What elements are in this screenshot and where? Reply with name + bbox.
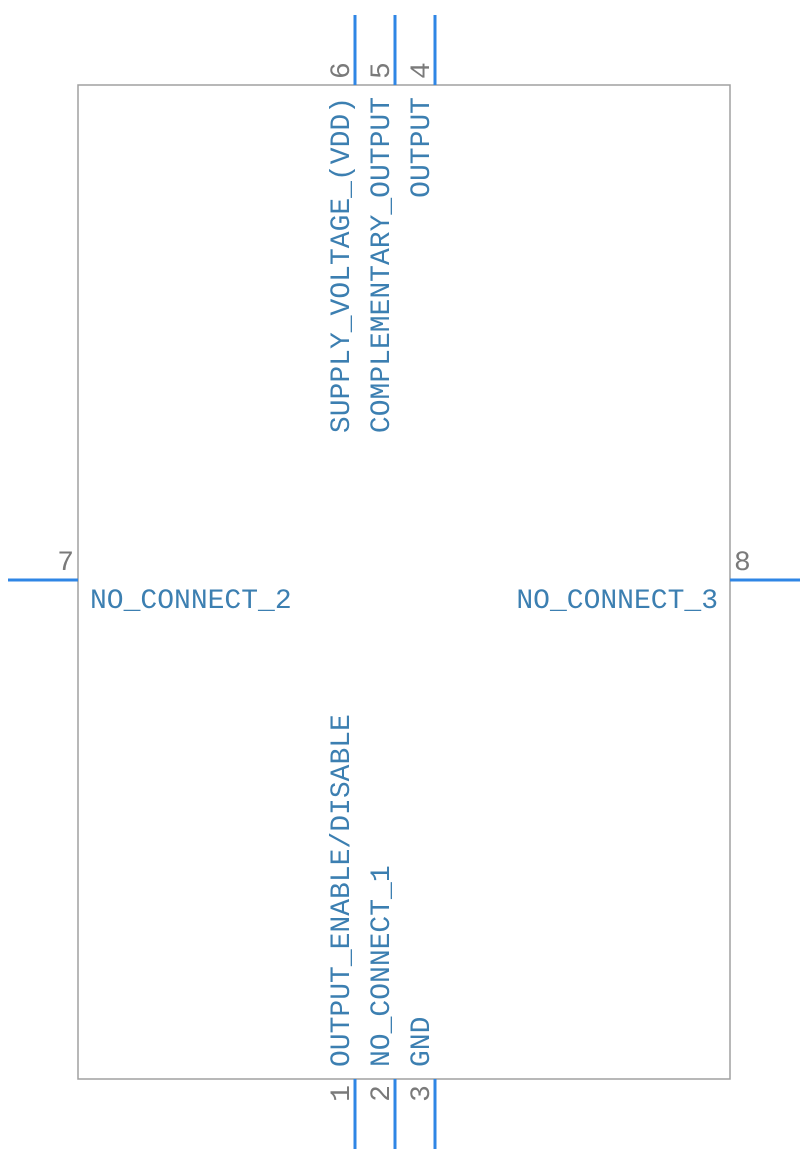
- pin-label: COMPLEMENTARY_OUTPUT: [367, 97, 398, 433]
- schematic-symbol: 6 SUPPLY_VOLTAGE_(VDD) 5 COMPLEMENTARY_OUTP…: [0, 0, 808, 1168]
- pin-label: OUTPUT_ENABLE/DISABLE: [327, 714, 358, 1067]
- pin-label: OUTPUT: [407, 97, 438, 198]
- pin-label: NO_CONNECT_3: [516, 586, 718, 617]
- pin-label: SUPPLY_VOLTAGE_(VDD): [327, 97, 358, 433]
- pin-number: 1: [327, 1085, 358, 1102]
- pin-label: GND: [407, 1017, 438, 1067]
- left-pin: 7 NO_CONNECT_2: [8, 548, 292, 617]
- top-pins: 6 SUPPLY_VOLTAGE_(VDD) 5 COMPLEMENTARY_OUTP…: [327, 15, 438, 433]
- pin-number: 8: [734, 548, 751, 579]
- bottom-pins: 1 OUTPUT_ENABLE/DISABLE 2 NO_CONNECT_1 3 GND: [327, 714, 438, 1149]
- pin-number: 7: [57, 548, 74, 579]
- pin-number: 4: [407, 62, 438, 79]
- pin-number: 6: [327, 62, 358, 79]
- right-pin: 8 NO_CONNECT_3: [516, 548, 800, 617]
- pin-label: NO_CONNECT_2: [90, 586, 292, 617]
- pin-number: 5: [367, 62, 398, 79]
- component-body: [78, 85, 730, 1079]
- pin-number: 3: [407, 1085, 438, 1102]
- pin-number: 2: [367, 1085, 398, 1102]
- pin-label: NO_CONNECT_1: [367, 865, 398, 1067]
